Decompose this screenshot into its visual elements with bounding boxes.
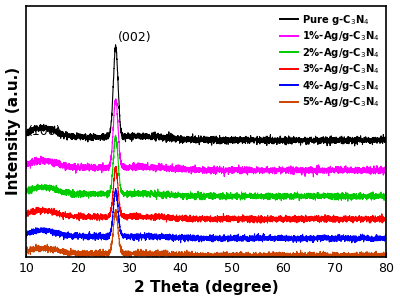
Text: (002): (002) bbox=[118, 32, 152, 45]
Legend: Pure g-C$_3$N$_4$, 1%-Ag/g-C$_3$N$_4$, 2%-Ag/g-C$_3$N$_4$, 3%-Ag/g-C$_3$N$_4$, 4: Pure g-C$_3$N$_4$, 1%-Ag/g-C$_3$N$_4$, 2… bbox=[278, 11, 382, 111]
Y-axis label: Intensity (a.u.): Intensity (a.u.) bbox=[6, 67, 20, 195]
Text: (100): (100) bbox=[28, 125, 61, 138]
X-axis label: 2 Theta (degree): 2 Theta (degree) bbox=[134, 281, 278, 296]
